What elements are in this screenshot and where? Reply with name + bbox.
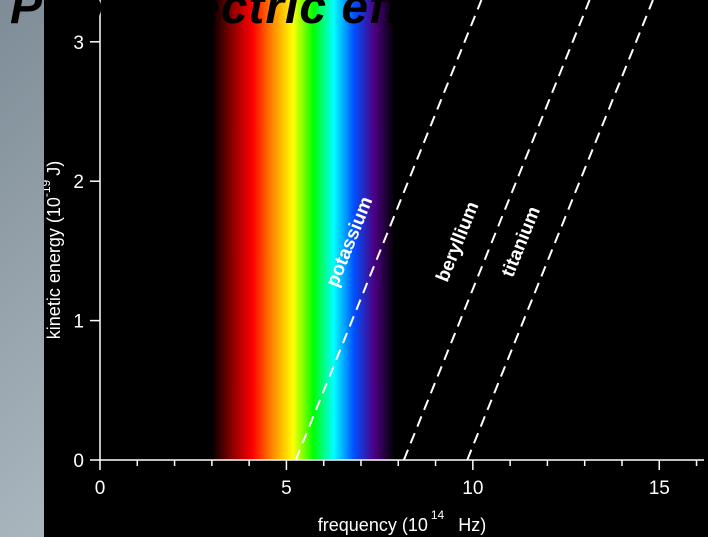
y-tick-label: 2 (73, 172, 84, 193)
x-tick-label: 0 (95, 478, 106, 499)
y-tick-label: 0 (73, 451, 84, 472)
series-line-potassium (294, 0, 483, 461)
y-axis-title: kinetic energy (10-19J) (44, 161, 64, 339)
y-tick-label: 1 (73, 312, 84, 333)
series-line-beryllium (402, 0, 591, 461)
slide-title: Photoelectric effect (10, 0, 475, 34)
series-line-titanium (466, 0, 654, 461)
x-tick-label: 15 (649, 478, 670, 499)
visible-spectrum-band (211, 0, 395, 460)
x-tick-label: 5 (281, 478, 292, 499)
y-tick-label: 3 (73, 33, 84, 54)
x-tick-label: 10 (462, 478, 483, 499)
series-label-titanium: titanium (498, 204, 545, 280)
x-axis-title: frequency (10 14 Hz) (318, 508, 486, 535)
chart-panel: potassium beryllium titanium 0 5 10 15 0 1 2 3 fr… (44, 0, 708, 537)
series-label-beryllium: beryllium (432, 199, 483, 285)
